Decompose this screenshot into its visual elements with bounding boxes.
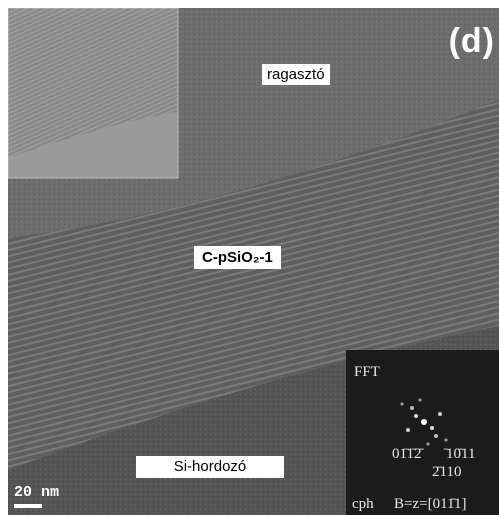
adhesive-label: ragasztó <box>262 64 330 85</box>
film-band <box>8 100 499 470</box>
fft-index-bottom: 2̄110 <box>432 464 462 480</box>
scale-bar <box>14 504 42 508</box>
fft-zone-axis: B=z=[011̄1] <box>394 496 467 512</box>
fft-index-right: ̄10̄11 <box>446 446 476 462</box>
fft-title: FFT <box>354 364 380 380</box>
panel-letter: (d) <box>448 22 495 60</box>
film-label: C-pSiO₂-1 <box>194 246 281 269</box>
scale-bar-label: 20 nm <box>14 484 60 501</box>
fft-inset: FFT 01̄1̄2̄ ̄10̄11 2̄110 cph B=z=[011̄1] <box>346 350 499 515</box>
fft-pattern <box>400 398 448 446</box>
fft-phase-label: cph <box>352 496 374 512</box>
tem-micrograph: (d) ragasztó C-pSiO₂-1 Si-hordozó 20 nm … <box>8 8 499 515</box>
fft-index-left: 01̄1̄2̄ <box>392 446 422 462</box>
substrate-label: Si-hordozó <box>136 456 284 478</box>
